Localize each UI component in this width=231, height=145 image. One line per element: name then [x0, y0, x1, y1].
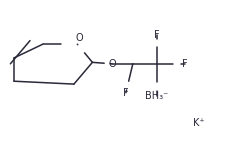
Text: O: O — [76, 33, 84, 43]
Text: F: F — [154, 30, 160, 40]
Text: O: O — [108, 59, 116, 69]
Text: F: F — [182, 59, 188, 69]
Text: BH₃⁻: BH₃⁻ — [146, 91, 169, 101]
Text: F: F — [123, 88, 129, 98]
Text: K⁺: K⁺ — [193, 118, 204, 128]
